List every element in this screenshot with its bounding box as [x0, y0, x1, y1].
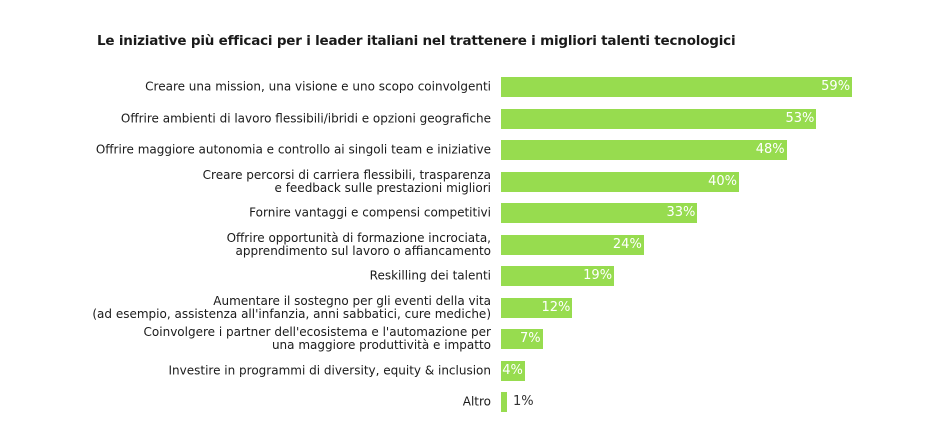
bar-row: Investire in programmi di diversity, equ…: [0, 356, 931, 386]
value-label: 24%: [612, 236, 642, 252]
bar-row: Creare percorsi di carriera flessibili, …: [0, 167, 931, 197]
bar: [501, 329, 543, 349]
category-label: Creare percorsi di carriera flessibili, …: [202, 167, 491, 195]
bar-row: Aumentare il sostegno per gli eventi del…: [0, 293, 931, 323]
category-label: Aumentare il sostegno per gli eventi del…: [92, 293, 491, 321]
bar: [501, 360, 525, 381]
bar: [501, 266, 615, 286]
category-label: Creare una mission, una visione e uno sc…: [145, 79, 491, 94]
category-label: Fornire vantaggi e compensi competitivi: [249, 205, 491, 220]
bar-row: Creare una mission, una visione e uno sc…: [0, 72, 931, 102]
bar-row: Fornire vantaggi e compensi competitivi 3…: [0, 198, 931, 228]
bar: [501, 77, 853, 97]
bar: [501, 234, 644, 255]
category-label: Coinvolgere i partner dell'ecosistema e …: [143, 325, 491, 352]
bar: [501, 108, 817, 129]
value-label: 53%: [785, 110, 815, 126]
value-label: 59%: [821, 79, 851, 94]
category-label: Offrire opportunità di formazione incroc…: [226, 230, 491, 258]
bar: [501, 392, 507, 412]
value-label: 19%: [583, 268, 613, 283]
value-label: 4%: [502, 362, 523, 378]
value-label: 12%: [541, 299, 571, 315]
category-label: Offrire maggiore autonomia e controllo a…: [95, 142, 491, 157]
value-label: 48%: [755, 142, 785, 157]
value-label: 7%: [520, 331, 541, 346]
bar-row: Offrire maggiore autonomia e controllo a…: [0, 135, 931, 165]
category-label: Investire in programmi di diversity, equ…: [168, 363, 492, 377]
bar: [501, 297, 573, 318]
chart-title: Le iniziative più efficaci per i leader …: [97, 33, 736, 49]
bar-row: Coinvolgere i partner dell'ecosistema e …: [0, 324, 931, 354]
bar: [501, 171, 739, 192]
value-label: 1%: [512, 394, 534, 409]
category-label: Altro: [462, 394, 491, 409]
bar-row: Offrire opportunità di formazione incroc…: [0, 230, 931, 260]
bar-row: Reskilling dei talenti 19%: [0, 261, 931, 291]
value-label: 40%: [708, 173, 737, 189]
bar: [501, 203, 698, 223]
category-label: Offrire ambienti di lavoro flessibili/ib…: [120, 111, 491, 125]
bar: [501, 140, 787, 160]
value-label: 33%: [666, 205, 696, 220]
bar-row: Offrire ambienti di lavoro flessibili/ib…: [0, 104, 931, 134]
category-label: Reskilling dei talenti: [369, 268, 491, 283]
bar-row: Altro 1%: [0, 387, 931, 417]
